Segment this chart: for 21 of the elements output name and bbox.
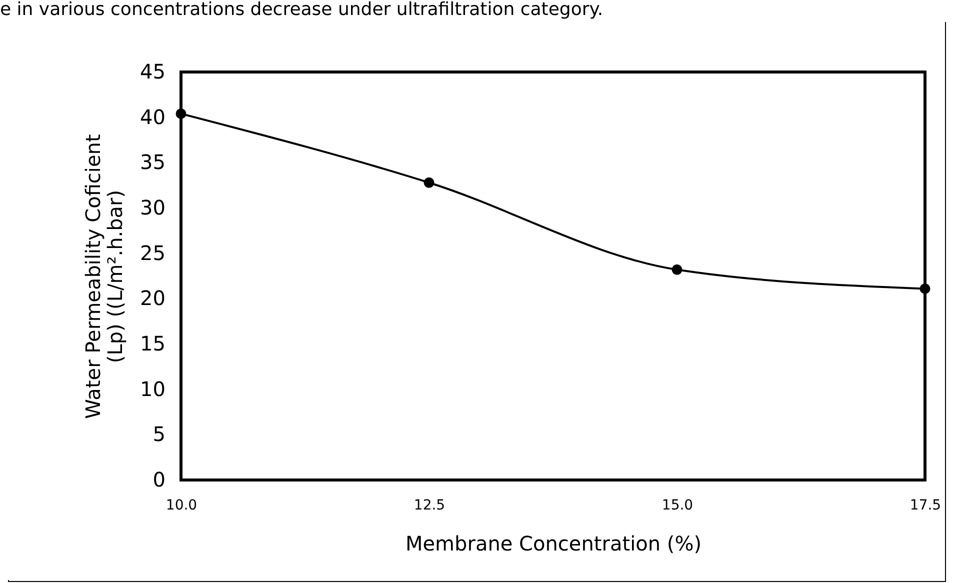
y-tick-label: 10 [140, 376, 166, 401]
y-axis-title: Water Permeability Coficient (Lp) ((L/m².h.bar) [81, 134, 128, 419]
y-tick-label: 25 [140, 240, 166, 265]
point [424, 177, 434, 188]
x-tick-label: 17.5 [910, 498, 942, 514]
x-tick-label: 12.5 [414, 498, 446, 514]
text: e in various concentrations decrease under ultrafiltration category. [0, 0, 604, 20]
point [672, 264, 682, 275]
y-tick-label: 45 [140, 60, 166, 84]
point [176, 108, 186, 119]
x-tick-label: 10.0 [166, 498, 198, 514]
y-tick-label: 5 [152, 422, 166, 446]
point [920, 283, 930, 294]
y-tick-label: 0 [152, 468, 166, 492]
y-tick-label: 30 [140, 196, 166, 220]
y-tick-label: 40 [140, 104, 166, 129]
y-tick-label: 35 [140, 150, 166, 174]
y-tick-label: 15 [140, 332, 166, 356]
y-tick-label: 20 [140, 286, 166, 310]
x-tick-label: 15.0 [662, 498, 694, 514]
x-axis-title: Membrane Concentration (%) [405, 532, 702, 556]
